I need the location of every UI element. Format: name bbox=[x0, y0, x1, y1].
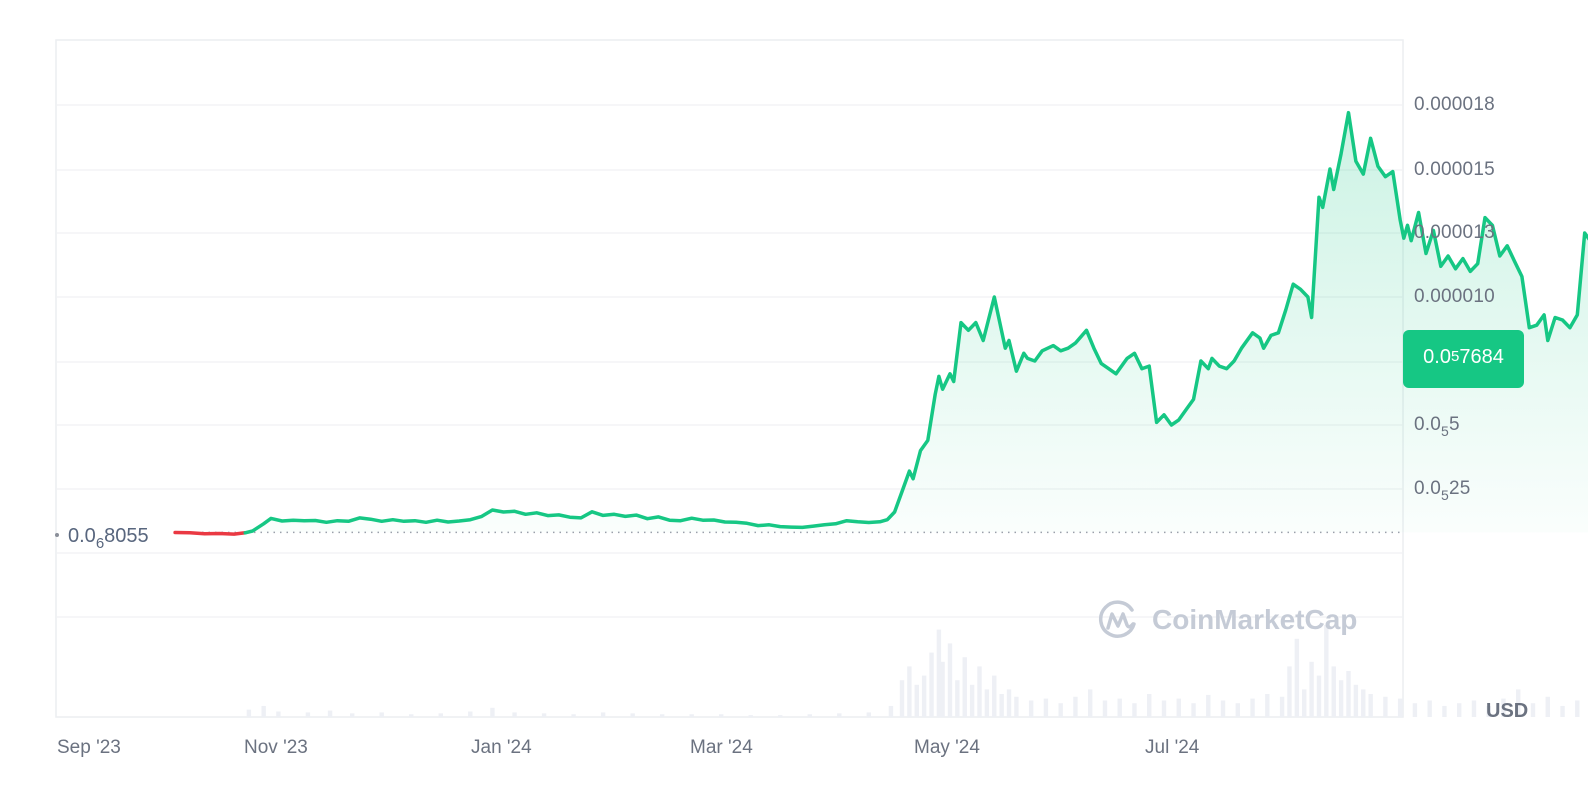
price-line-above-baseline bbox=[243, 110, 1588, 535]
coinmarketcap-logo-icon bbox=[1098, 600, 1136, 638]
baseline-marker-dot bbox=[55, 533, 59, 537]
current-price-badge: 0.0 5 7684 bbox=[1403, 330, 1524, 388]
baseline-digits: 8055 bbox=[104, 525, 149, 547]
currency-label: USD bbox=[1486, 700, 1529, 722]
volume-bars bbox=[246, 625, 1580, 717]
y-axis-tick-label: 0.000010 bbox=[1414, 286, 1495, 307]
y-axis-tick-label: 0.000018 bbox=[1414, 94, 1495, 115]
x-axis-tick-label: Jul '24 bbox=[1145, 737, 1200, 758]
price-line-below-baseline bbox=[173, 530, 247, 536]
badge-prefix: 0.0 bbox=[1423, 345, 1451, 368]
y-axis-tick-label: 0.055 bbox=[1414, 414, 1460, 439]
badge-digits: 7684 bbox=[1459, 345, 1504, 368]
x-axis-tick-label: Mar '24 bbox=[690, 737, 753, 758]
baseline-zero-count: 6 bbox=[95, 535, 105, 552]
y-axis-tick-label: 0.000013 bbox=[1414, 222, 1495, 243]
coinmarketcap-watermark: CoinMarketCap bbox=[1096, 598, 1357, 642]
y-axis-tick-label: 0.0525 bbox=[1414, 478, 1471, 503]
x-axis-tick-label: Nov '23 bbox=[244, 737, 308, 758]
watermark-text: CoinMarketCap bbox=[1152, 604, 1358, 635]
baseline-prefix: 0.0 bbox=[68, 525, 96, 547]
x-axis-tick-label: Jan '24 bbox=[471, 737, 532, 758]
baseline-price-label: 0.068055 bbox=[60, 521, 159, 551]
x-axis-tick-label: Sep '23 bbox=[57, 737, 121, 758]
x-axis-tick-label: May '24 bbox=[914, 737, 980, 758]
y-axis-tick-label: 0.000015 bbox=[1414, 159, 1495, 180]
price-area-fill bbox=[245, 112, 1588, 533]
gridlines bbox=[55, 39, 1404, 718]
